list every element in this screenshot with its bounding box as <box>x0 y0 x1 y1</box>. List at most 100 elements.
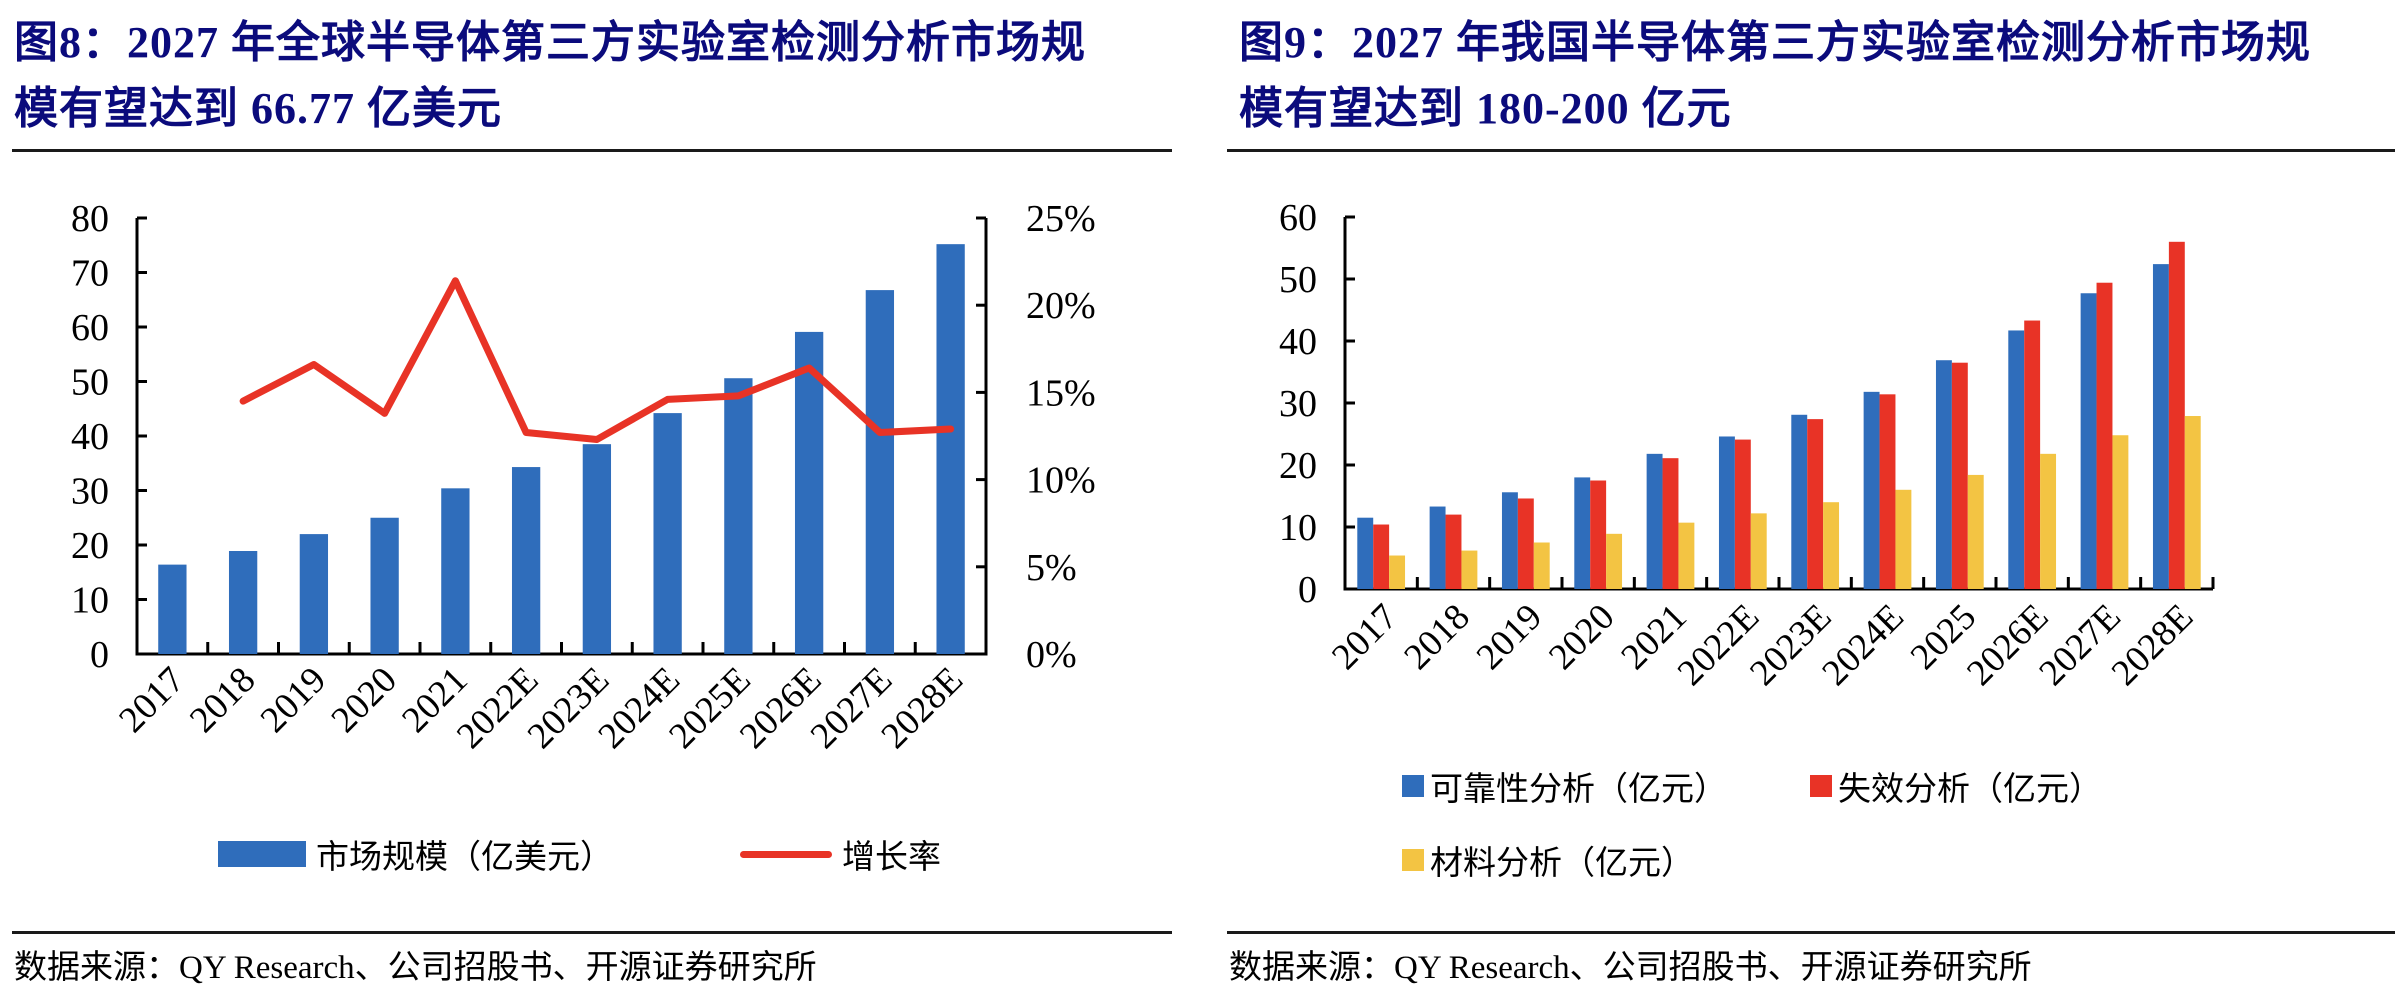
y-tick-label: 0 <box>1298 569 1317 611</box>
x-tick-label: 2024E <box>1815 596 1912 693</box>
y-tick-label: 20 <box>1279 445 1317 487</box>
x-tick-label: 2018 <box>182 659 263 740</box>
right-y-tick-label: 15% <box>1026 372 1096 414</box>
bar-reliability <box>1646 453 1663 589</box>
bar-failure <box>1807 419 1824 589</box>
figure-8-title-line2: 模有望达到 66.77 亿美元 <box>14 84 502 133</box>
x-tick-label: 2025E <box>661 659 758 756</box>
y-tick-label: 10 <box>1279 507 1317 549</box>
y-tick-label: 30 <box>1279 383 1317 425</box>
bar-reliability <box>1791 414 1808 589</box>
figure-9-title-line1: 图9：2027 年我国半导体第三方实验室检测分析市场规 <box>1239 18 2311 67</box>
x-tick-label: 2024E <box>591 659 688 756</box>
bar-failure <box>1590 480 1607 589</box>
bar-reliability <box>2008 330 2025 589</box>
left-y-tick-label: 0 <box>90 634 109 676</box>
bar-market-size <box>441 488 470 654</box>
bar-failure <box>1445 514 1462 589</box>
bar-failure <box>1734 439 1751 589</box>
bar-market-size <box>582 444 612 654</box>
bar-market-size <box>370 517 399 654</box>
bar-failure <box>1879 394 1896 589</box>
left-y-tick-label: 50 <box>71 362 109 404</box>
bar-market-size <box>794 331 824 654</box>
bar-market-size <box>158 564 187 654</box>
bar-material <box>1823 502 1840 589</box>
bar-material <box>2184 416 2201 589</box>
x-tick-label: 2023E <box>520 659 617 756</box>
bar-material <box>1678 522 1695 589</box>
legend-reliability: 可靠性分析（亿元） <box>1402 762 1727 810</box>
figure-8-panel: 图8：2027 年全球半导体第三方实验室检测分析市场规 模有望达到 66.77 … <box>0 0 1175 1004</box>
source-note: 数据来源：QY Research、公司招股书、开源证券研究所 <box>14 950 817 986</box>
source-note: 数据来源：QY Research、公司招股书、开源证券研究所 <box>1229 950 2032 986</box>
legend-label: 可靠性分析（亿元） <box>1430 772 1727 808</box>
bar-market-size <box>724 378 753 654</box>
legend-swatch-bar <box>218 841 306 867</box>
figure-9-panel: 图9：2027 年我国半导体第三方实验室检测分析市场规 模有望达到 180-20… <box>1225 0 2401 1004</box>
y-tick-label: 50 <box>1279 259 1317 301</box>
bar-reliability <box>1935 360 1952 589</box>
legend-material: 材料分析（亿元） <box>1402 836 1694 884</box>
bar-failure <box>1517 498 1534 589</box>
bar-market-size <box>865 290 895 654</box>
x-tick-label: 2028E <box>2104 596 2201 693</box>
bar-reliability <box>1501 492 1518 589</box>
x-tick-label: 2019 <box>253 659 334 740</box>
bar-material <box>1389 555 1406 589</box>
figure-8-title: 图8：2027 年全球半导体第三方实验室检测分析市场规 模有望达到 66.77 … <box>14 10 1174 142</box>
bar-reliability <box>1863 391 1880 589</box>
right-y-tick-label: 20% <box>1026 285 1096 327</box>
left-y-tick-label: 40 <box>71 416 109 458</box>
right-y-tick-label: 5% <box>1026 547 1077 589</box>
source-divider <box>12 931 1172 934</box>
domestic-market-chart: 0102030405060201720182019202020212022E20… <box>1279 197 2215 694</box>
x-tick-label: 2028E <box>874 659 971 756</box>
bar-material <box>1606 533 1623 589</box>
x-tick-label: 2027E <box>803 659 900 756</box>
bar-reliability <box>1357 517 1374 589</box>
legend-swatch-red <box>1810 775 1832 797</box>
x-tick-label: 2017 <box>111 659 192 740</box>
bar-market-size <box>228 550 258 654</box>
bar-failure <box>1373 524 1390 589</box>
bar-failure <box>2096 282 2113 589</box>
bar-market-size <box>299 534 329 654</box>
left-y-tick-label: 30 <box>71 471 109 513</box>
legend-label: 材料分析（亿元） <box>1430 846 1694 882</box>
bar-reliability <box>1574 477 1591 589</box>
x-tick-label: 2026E <box>1959 596 2056 693</box>
figure-9-title-line2: 模有望达到 180-200 亿元 <box>1239 84 1732 133</box>
legend-label: 增长率 <box>842 840 941 876</box>
legend-swatch-yellow <box>1402 849 1424 871</box>
left-y-tick-label: 20 <box>71 525 109 567</box>
bar-market-size <box>936 244 965 654</box>
bar-material <box>1750 513 1767 589</box>
x-tick-label: 2023E <box>1742 596 1839 693</box>
legend-swatch-blue <box>1402 775 1424 797</box>
right-y-tick-label: 0% <box>1026 634 1077 676</box>
bar-material <box>1967 474 1984 589</box>
x-tick-label: 2018 <box>1397 596 1478 677</box>
y-tick-label: 40 <box>1279 321 1317 363</box>
right-y-tick-label: 25% <box>1026 198 1096 240</box>
figure-8-title-line1: 图8：2027 年全球半导体第三方实验室检测分析市场规 <box>14 18 1086 67</box>
title-divider <box>12 149 1172 152</box>
y-tick-label: 60 <box>1279 197 1317 239</box>
left-y-tick-label: 70 <box>71 253 109 295</box>
figure-9-title: 图9：2027 年我国半导体第三方实验室检测分析市场规 模有望达到 180-20… <box>1239 10 2399 142</box>
bar-market-size <box>511 467 541 654</box>
x-tick-label: 2019 <box>1469 596 1550 677</box>
bar-reliability <box>2152 264 2169 589</box>
bar-failure <box>2024 320 2041 589</box>
x-tick-label: 2022E <box>449 659 546 756</box>
left-y-tick-label: 80 <box>71 198 109 240</box>
x-tick-label: 2017 <box>1324 596 1405 677</box>
x-tick-label: 2022E <box>1670 596 1767 693</box>
bar-market-size <box>653 413 682 654</box>
growth-rate-line <box>239 277 955 443</box>
bar-material <box>2040 453 2057 589</box>
legend-failure: 失效分析（亿元） <box>1810 762 2102 810</box>
legend-label: 市场规模（亿美元） <box>316 840 613 876</box>
bar-failure <box>1662 458 1679 589</box>
